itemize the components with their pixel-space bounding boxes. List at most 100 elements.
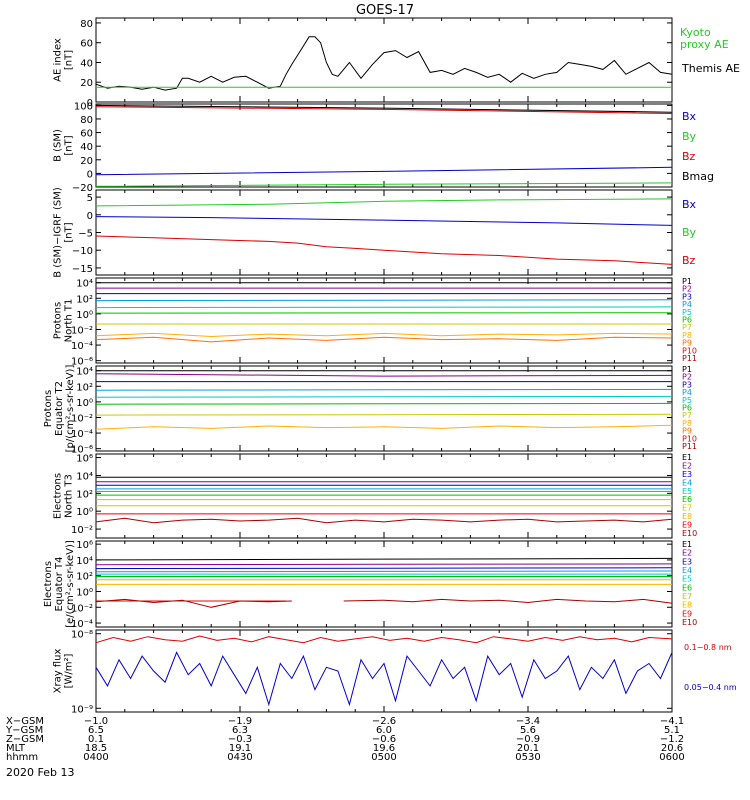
legend-label: By	[682, 226, 697, 239]
y-tick-label: 20	[80, 156, 93, 167]
x-tick-label: −0.6	[372, 734, 396, 745]
legend-label: P6	[682, 404, 692, 413]
date-label: 2020 Feb 13	[6, 766, 74, 779]
y-axis-label: B (SM)	[53, 129, 64, 162]
y-axis-label: Electrons	[53, 473, 64, 519]
y-tick-label: 10⁰	[76, 310, 93, 321]
x-row-label: hhmm	[6, 752, 38, 763]
legend-label: P11	[682, 354, 697, 363]
legend-label: P1	[682, 365, 692, 374]
y-tick-label: 60	[80, 129, 93, 140]
legend-label: 0.05−0.4 nm	[684, 683, 737, 692]
legend-label: P7	[682, 323, 692, 332]
x-row-label: X−GSM	[6, 716, 44, 727]
y-tick-label: 0	[87, 98, 93, 109]
legend-label: P6	[682, 316, 692, 325]
series-line-p9	[95, 336, 673, 343]
x-tick-label: 6.3	[232, 725, 248, 736]
series-line-by	[95, 198, 673, 207]
legend-label: E10	[682, 618, 697, 627]
legend-label: E2	[682, 549, 692, 558]
legend-label: Bmag	[682, 170, 714, 183]
panel-frame	[95, 277, 673, 364]
panel-frame	[95, 189, 673, 276]
y-tick-label: 80	[80, 19, 93, 30]
legend-label: P10	[682, 434, 697, 443]
y-tick-label: 10²	[76, 294, 93, 305]
y-axis-label: Equator T2	[54, 381, 65, 436]
panel-b_igrf: −15 −10 −5 0 5 B (SM)−IGRF (SM) [nT] Bx By Bz	[53, 187, 697, 278]
x-tick-label: 0430	[227, 752, 252, 763]
series-line-bz	[95, 235, 673, 265]
y-tick-label: 10⁻⁶	[71, 445, 93, 456]
y-tick-label: 5	[87, 193, 93, 204]
series-line-p5	[95, 306, 673, 309]
series-line-0-05-0-4-nm	[95, 651, 673, 707]
x-tick-label: −0.9	[516, 734, 540, 745]
legend-label: P8	[682, 331, 692, 340]
y-axis-label: AE index	[53, 38, 64, 82]
legend-label: P9	[682, 427, 692, 436]
x-row-label: Y−GSM	[5, 725, 43, 736]
legend-label: P9	[682, 339, 692, 348]
legend-label: E6	[682, 583, 692, 592]
y-tick-label: 60	[80, 39, 93, 50]
chart-title: GOES-17	[356, 3, 414, 18]
panel-frame	[95, 453, 673, 539]
legend-label: P1	[682, 277, 692, 286]
x-row-label: Z−GSM	[6, 734, 44, 745]
y-axis-label: North T1	[64, 299, 75, 343]
y-tick-label: 10⁻²	[71, 603, 93, 614]
y-tick-label: 10⁻²	[71, 325, 93, 336]
legend-label: E8	[682, 512, 692, 521]
x-tick-label: 0400	[83, 752, 108, 763]
legend-label: P5	[682, 308, 692, 317]
y-tick-label: 10⁻²	[71, 413, 93, 424]
series-line-by	[95, 182, 673, 187]
legend-label: proxy AE	[680, 38, 729, 51]
panel-frame	[95, 17, 673, 103]
series-line-bz	[95, 106, 673, 114]
y-axis-label: [nT]	[64, 50, 75, 70]
x-tick-label: 0530	[515, 752, 540, 763]
legend-label: 0.1−0.8 nm	[684, 643, 732, 652]
y-axis-label: B (SM)−IGRF (SM)	[53, 187, 64, 278]
y-tick-label: 10²	[76, 382, 93, 393]
y-axis-label: [e/(cm²-s-sr-keV)]	[65, 540, 76, 628]
series-line-bx	[95, 166, 673, 176]
x-tick-label: −1.9	[228, 716, 252, 727]
y-tick-label: −5	[78, 229, 93, 240]
legend-label: P10	[682, 346, 697, 355]
x-tick-label: 6.0	[376, 725, 392, 736]
x-tick-label: 20.6	[661, 743, 683, 754]
series-line-e2	[95, 563, 673, 566]
y-tick-label: 10⁶	[76, 540, 93, 551]
y-tick-label: 10⁰	[76, 398, 93, 409]
y-tick-label: 10⁴	[76, 556, 93, 567]
y-tick-label: 10⁻⁶	[71, 357, 93, 368]
x-row-label: MLT	[6, 743, 26, 754]
y-tick-label: 0	[87, 169, 93, 180]
y-axis-label: Electrons	[43, 561, 54, 607]
series-line-e10	[95, 517, 673, 524]
legend-label: Kyoto	[680, 26, 711, 39]
legend-label: Themis AE	[681, 62, 740, 75]
y-tick-label: 10⁻⁸	[71, 630, 93, 641]
y-tick-label: 10⁴	[76, 279, 93, 290]
series-line-p2	[95, 373, 673, 377]
legend-label: E8	[682, 601, 692, 610]
legend-label: Bx	[682, 198, 697, 211]
series-line-bmag	[95, 104, 673, 113]
legend-label: P4	[682, 300, 692, 309]
x-tick-label: 5.6	[520, 725, 536, 736]
panel-b_sm: −20 0 20 40 60 80 100 B (SM) [nT] Bx By Bz Bmag	[53, 101, 715, 194]
legend-label: E1	[682, 453, 692, 462]
y-tick-label: −20	[72, 183, 93, 194]
series-line-0-1-0-8-nm	[95, 635, 673, 644]
y-tick-label: 20	[80, 78, 93, 89]
y-tick-label: −15	[72, 264, 93, 275]
panel-e_equator: 10⁶ 10⁴ 10² 10⁰ 10⁻² 10⁻⁴ Electrons Equator T4[…	[43, 540, 697, 630]
